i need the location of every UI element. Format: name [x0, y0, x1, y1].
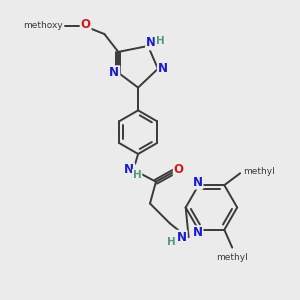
Text: H: H — [167, 237, 176, 247]
Text: N: N — [193, 176, 202, 189]
Text: methyl: methyl — [243, 167, 275, 176]
Text: N: N — [158, 62, 168, 75]
Text: N: N — [146, 37, 156, 50]
Text: H: H — [155, 36, 164, 46]
Text: N: N — [177, 231, 187, 244]
Text: O: O — [81, 18, 91, 31]
Text: N: N — [109, 66, 119, 79]
Text: H: H — [133, 170, 142, 180]
Text: methoxy: methoxy — [23, 21, 63, 30]
Text: O: O — [174, 163, 184, 176]
Text: N: N — [124, 163, 134, 176]
Text: N: N — [193, 226, 202, 239]
Text: methyl: methyl — [216, 253, 248, 262]
